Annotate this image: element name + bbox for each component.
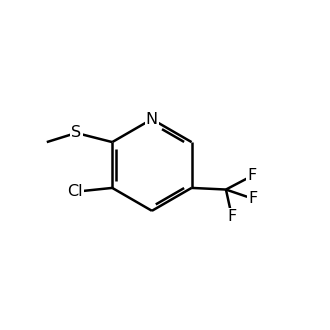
Text: F: F: [227, 209, 237, 224]
Text: S: S: [71, 125, 81, 141]
Text: N: N: [146, 112, 158, 127]
Text: F: F: [248, 168, 257, 183]
Text: F: F: [248, 191, 257, 206]
Text: Cl: Cl: [67, 184, 82, 199]
